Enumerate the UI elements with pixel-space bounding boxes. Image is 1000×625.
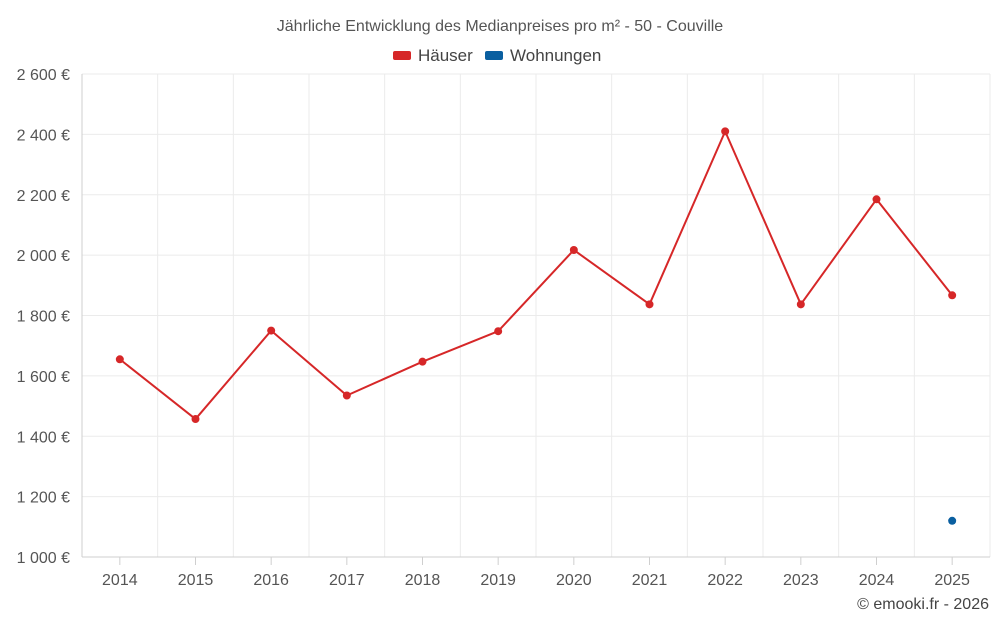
- x-tick-label: 2017: [329, 572, 365, 589]
- y-axis-ticks: 1 000 € 1 200 € 1 400 € 1 600 € 1 800 € 2 000…: [17, 67, 70, 567]
- x-tick-label: 2015: [178, 572, 214, 589]
- y-tick-label: 1 000 €: [17, 550, 70, 567]
- y-tick-label: 1 400 €: [17, 429, 70, 446]
- x-tick-label: 2024: [859, 572, 895, 589]
- series: [115, 127, 957, 525]
- legend-swatch-apartments: [485, 51, 503, 60]
- legend-label-houses: Häuser: [418, 46, 473, 65]
- x-tick-label: 2025: [934, 572, 970, 589]
- x-tick-label: 2016: [253, 572, 289, 589]
- y-tick-label: 2 000 €: [17, 248, 70, 265]
- y-tick-label: 2 600 €: [17, 67, 70, 84]
- data-point-houses[interactable]: [645, 300, 654, 309]
- y-tick-label: 2 200 €: [17, 188, 70, 205]
- legend-item-houses[interactable]: Häuser: [393, 46, 473, 65]
- x-tick-label: 2022: [707, 572, 743, 589]
- legend-item-apartments[interactable]: Wohnungen: [485, 46, 601, 65]
- data-point-houses[interactable]: [267, 326, 276, 335]
- y-tick-label: 1 800 €: [17, 309, 70, 326]
- data-point-apartments[interactable]: [948, 516, 957, 525]
- data-point-houses[interactable]: [569, 245, 578, 254]
- x-tick-label: 2021: [632, 572, 668, 589]
- x-tick-label: 2014: [102, 572, 138, 589]
- credit-text: © emooki.fr - 2026: [857, 596, 989, 613]
- data-point-houses[interactable]: [494, 327, 503, 336]
- axes: [81, 74, 990, 565]
- series-apartments: [948, 516, 957, 525]
- x-tick-label: 2020: [556, 572, 592, 589]
- y-tick-label: 1 600 €: [17, 369, 70, 386]
- data-point-houses[interactable]: [342, 391, 351, 400]
- data-point-houses[interactable]: [872, 195, 881, 204]
- y-tick-label: 1 200 €: [17, 490, 70, 507]
- grid: [81, 73, 991, 557]
- legend: Häuser Wohnungen: [393, 46, 601, 65]
- data-point-houses[interactable]: [115, 355, 124, 364]
- y-tick-label: 2 400 €: [17, 127, 70, 144]
- legend-label-apartments: Wohnungen: [510, 46, 601, 65]
- series-houses: [115, 127, 957, 424]
- data-point-houses[interactable]: [418, 357, 427, 366]
- data-point-houses[interactable]: [796, 300, 805, 309]
- data-point-houses[interactable]: [191, 415, 200, 424]
- x-tick-label: 2018: [405, 572, 441, 589]
- x-axis-ticks: 2014 2015 2016 2017 2018 2019 2020 2021 2022 2023…: [102, 572, 970, 589]
- data-point-houses[interactable]: [948, 291, 957, 300]
- series-line-houses: [119, 130, 953, 421]
- legend-swatch-houses: [393, 51, 411, 60]
- x-tick-label: 2019: [480, 572, 516, 589]
- x-tick-label: 2023: [783, 572, 819, 589]
- chart-title: Jährliche Entwicklung des Medianpreises …: [277, 18, 724, 35]
- data-point-houses[interactable]: [721, 127, 730, 136]
